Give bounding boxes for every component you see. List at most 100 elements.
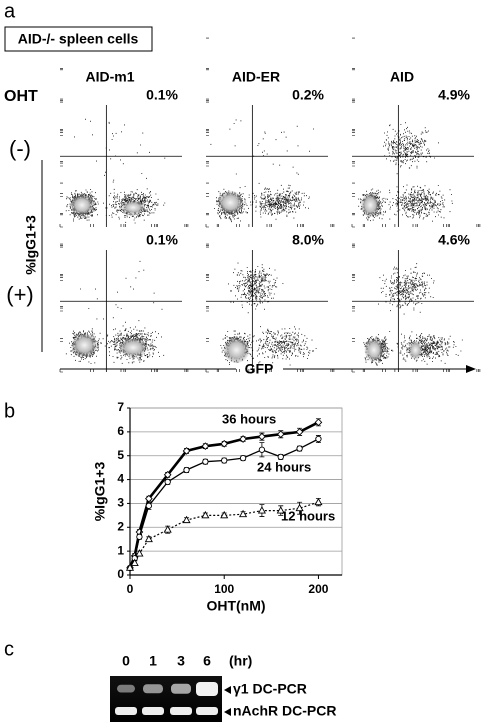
band [171, 683, 191, 694]
x-tick-label: 200 [308, 582, 328, 596]
marker [145, 502, 152, 509]
x-tick-label: 0 [127, 582, 134, 596]
marker [221, 457, 228, 464]
marker [277, 453, 284, 461]
row-title: OHT [4, 88, 38, 105]
y-tick-label: 7 [117, 400, 124, 414]
y-tick-label: 0 [117, 567, 124, 581]
marker [296, 445, 303, 452]
marker [130, 558, 139, 567]
marker [220, 510, 229, 519]
dense-core [70, 332, 98, 358]
row-label: (+) [6, 282, 34, 307]
marker [276, 506, 285, 514]
axis-ticks [205, 37, 396, 228]
dense-core [360, 192, 381, 218]
y-axis-label: %IgG1+3 [23, 215, 39, 275]
line-chart: 0 1 2 3 4 5 6 7 0 100 200 OHT(nM) %IgG1+3 36 hours 24 … [92, 400, 343, 614]
marker [144, 534, 153, 543]
x-axis-label: GFP [245, 361, 274, 377]
lane-label: 3 [177, 653, 185, 669]
marker [182, 515, 191, 524]
band [115, 707, 137, 715]
y-tick-label: 4 [117, 472, 124, 486]
dense-core [223, 336, 250, 364]
column-header: AID-ER [232, 69, 280, 85]
y-tick-label: 6 [117, 424, 124, 438]
marker [295, 503, 304, 512]
lane-label: 6 [203, 653, 211, 669]
column-header: AID [390, 69, 414, 85]
marker [315, 435, 322, 443]
series-label: 36 hours [222, 411, 276, 426]
dense-core [69, 194, 95, 217]
quadrant-percent: 0.1% [146, 87, 178, 103]
marker [239, 435, 247, 443]
dense-core [364, 337, 384, 363]
x-tick-label: 100 [214, 582, 234, 596]
marker [163, 470, 172, 479]
row-label: (-) [9, 136, 31, 161]
axis-ticks [205, 182, 396, 373]
panel-label: b [4, 400, 15, 422]
axis-ticks [351, 37, 481, 228]
marker [239, 454, 247, 462]
marker [135, 549, 144, 557]
sample-box [4, 26, 153, 52]
y-tick-label: 2 [117, 519, 124, 533]
y-tick-label: 1 [117, 543, 124, 557]
x-axis-label: OHT(nM) [206, 598, 265, 614]
dense-core [118, 337, 148, 358]
quadrant-percent: 0.1% [146, 232, 178, 248]
lane-label: 1 [149, 653, 157, 669]
y-axis-label: %IgG1+3 [92, 462, 108, 522]
band [196, 707, 218, 715]
arrow [224, 708, 231, 716]
band [196, 682, 218, 696]
lane-label: 0 [122, 653, 130, 669]
marker [136, 533, 143, 540]
marker [257, 506, 266, 514]
marker [163, 525, 172, 533]
marker [220, 439, 229, 448]
y-tick-label: 3 [117, 496, 124, 510]
marker [258, 446, 266, 453]
dense-core [121, 200, 146, 215]
quadrant-percent: 4.6% [438, 232, 470, 248]
marker [201, 442, 210, 451]
marker [164, 478, 171, 486]
arrow [224, 686, 231, 694]
band [117, 684, 135, 693]
quadrant-percent: 8.0% [292, 232, 324, 248]
axis-ticks [59, 182, 250, 373]
column-header: AID-m1 [85, 69, 134, 85]
band-label: nAchR DC-PCR [233, 703, 336, 719]
marker [276, 430, 285, 439]
marker [201, 510, 210, 519]
arrow-head [466, 365, 476, 373]
dense-core [216, 190, 244, 215]
panel-label: c [4, 638, 14, 660]
quadrant-percent: 0.2% [292, 87, 324, 103]
marker [202, 458, 209, 465]
axis-ticks [59, 37, 250, 228]
marker [239, 509, 248, 518]
marker [125, 563, 135, 571]
axis-ticks [351, 182, 481, 373]
gel-bands [115, 682, 218, 715]
band [143, 684, 163, 694]
panel-label: a [4, 0, 16, 22]
quadrant-percent: 4.9% [438, 87, 470, 103]
band [142, 707, 164, 715]
dense-core [408, 340, 423, 360]
marker [314, 497, 323, 506]
marker [258, 432, 266, 441]
y-tick-label: 5 [117, 448, 124, 462]
marker [182, 447, 191, 455]
marker [183, 466, 190, 474]
series-label: 24 hours [257, 459, 311, 474]
series-label: 12 hours [281, 508, 335, 523]
band-label: γ1 DC-PCR [233, 681, 307, 697]
